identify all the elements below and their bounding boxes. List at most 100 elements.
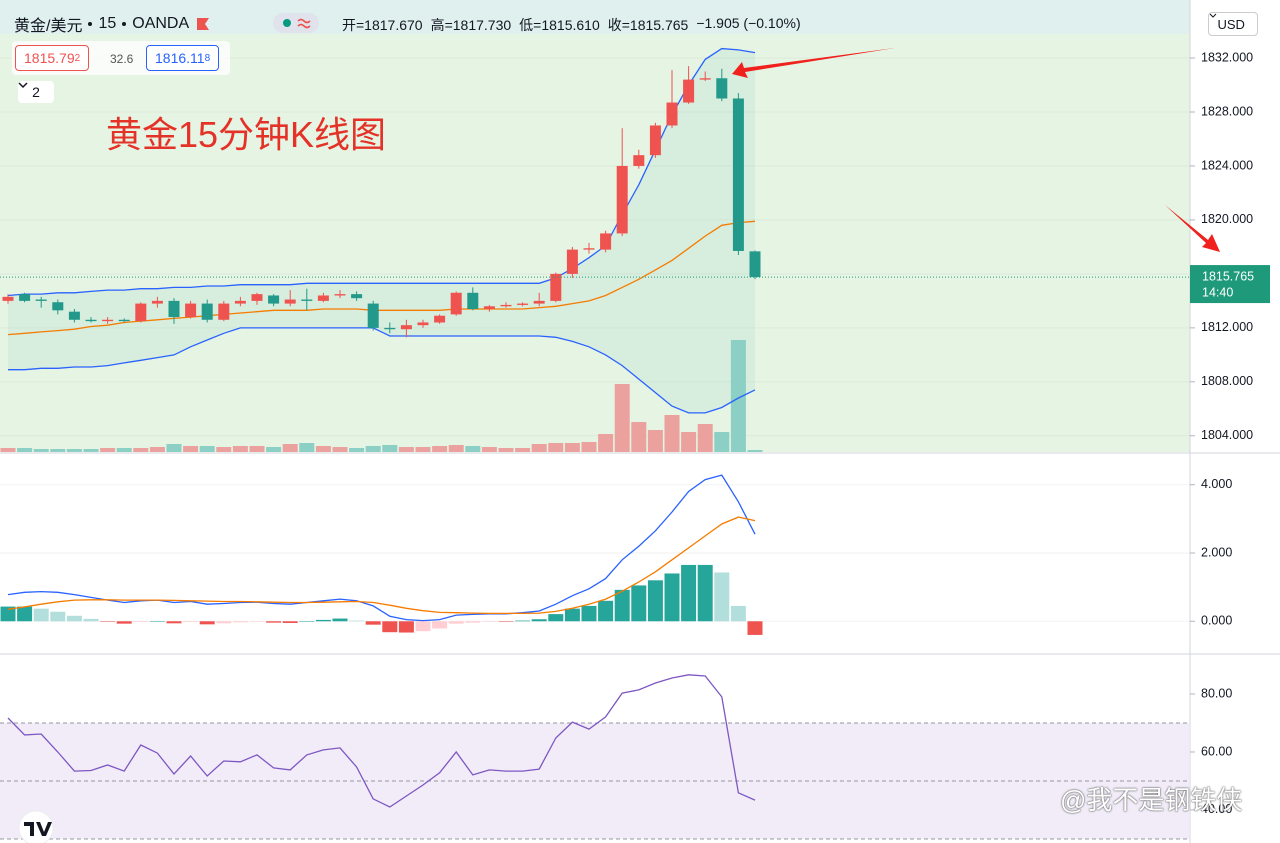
candle-body [649, 125, 661, 156]
histogram-bar [183, 621, 199, 622]
candle-body [284, 299, 296, 304]
ohlc-high: 高=1817.730 [430, 17, 512, 33]
histogram-bar [216, 621, 232, 624]
candle-body [699, 78, 711, 80]
histogram-bar [548, 614, 564, 622]
volume-bar [249, 446, 265, 452]
annotation: 黄金15分钟K线图 [106, 114, 387, 155]
y-tick-label: 0.000 [1201, 614, 1232, 628]
volume-bar [697, 424, 713, 452]
exchange: OANDA [132, 15, 190, 32]
price-panel-bg [0, 0, 1190, 452]
watermark: @我不是钢铁侠 [1060, 785, 1243, 815]
histogram-bar [349, 620, 365, 622]
volume-bar [681, 432, 697, 452]
candle-body [666, 102, 678, 126]
volume-bar [730, 340, 746, 452]
y-tick-label: 80.00 [1201, 686, 1232, 700]
volume-bar [564, 443, 580, 452]
candle-body [500, 304, 512, 307]
ohlc-legend: 开=1817.670 高=1817.730 低=1815.610 收=1815.… [342, 15, 801, 35]
candle-body [334, 294, 346, 296]
histogram-bar [50, 611, 66, 622]
collapse-button[interactable]: 2 [18, 81, 54, 103]
histogram-bar [299, 621, 315, 622]
volume-bar [581, 442, 597, 452]
arrows [732, 48, 1220, 252]
volume-bar [631, 422, 647, 452]
plot-layer: 1804.0001808.0001812.0001816.0001820.000… [0, 47, 1270, 840]
volume-bar [183, 446, 199, 452]
candle-body [633, 155, 645, 166]
histogram-bar [564, 608, 580, 622]
candle-body [2, 296, 14, 301]
volume-bar [714, 432, 730, 452]
candle-body [566, 249, 578, 274]
histogram-bar [398, 621, 414, 633]
candle-body [583, 248, 595, 250]
band-fill [8, 48, 755, 413]
volume-bar [465, 446, 481, 452]
buy-button[interactable]: 1816.11 8 [146, 45, 220, 71]
candle-body [417, 322, 429, 326]
chevron [18, 82, 28, 89]
candle-body [367, 303, 379, 328]
histogram-bar [631, 585, 647, 622]
interval[interactable]: 15 [98, 15, 117, 32]
bollinger-lower [8, 327, 756, 414]
candle-body [68, 311, 80, 320]
volume-bar [531, 444, 547, 452]
trade-panel: 1815.79 2 32.6 1816.11 8 [12, 41, 230, 75]
ohlc-change: −1.905 (−0.10%) [696, 15, 801, 31]
volume-bar [598, 434, 614, 452]
currency: USD [1217, 16, 1245, 32]
last-price-badge [1190, 265, 1270, 304]
sell-price: 1815.79 [24, 50, 75, 66]
histogram-bar [465, 621, 481, 623]
histogram-bar [382, 621, 398, 633]
y-tick-label: 1812.000 [1201, 320, 1253, 334]
candle-body [351, 294, 363, 299]
volume-bar [199, 446, 215, 452]
candle-body [600, 233, 612, 250]
buy-price-small: 8 [204, 52, 211, 64]
candle-body [151, 300, 163, 304]
candle-body [268, 295, 280, 304]
volume-bar [432, 446, 448, 452]
status-pill[interactable] [273, 13, 319, 33]
candle-body [52, 302, 64, 311]
candle-body [135, 303, 147, 322]
candle-body [168, 300, 180, 318]
last-price-label: 1815.765 [1202, 269, 1254, 283]
histogram-bar [83, 618, 99, 622]
y-tick-label: 40.00 [1201, 802, 1232, 816]
bollinger-middle [7, 220, 756, 336]
volume-bar [664, 415, 680, 452]
histogram-bar [33, 608, 49, 622]
spread: 32.6 [110, 52, 134, 66]
histogram-bar [614, 589, 630, 622]
histogram-bar [697, 564, 713, 622]
symbol[interactable]: 黄金/美元 [14, 18, 83, 35]
currency-select[interactable]: USD [1208, 12, 1258, 36]
indicator-count: 2 [32, 84, 40, 100]
histogram-bar [664, 573, 680, 622]
candle-body [201, 303, 213, 320]
candle-body [434, 315, 446, 323]
volume-bar [315, 446, 331, 452]
volume-bar [349, 448, 365, 452]
arrow [1165, 205, 1220, 252]
histogram-bar [66, 615, 82, 622]
volume-bar [365, 446, 381, 452]
y-tick-label: 1824.000 [1201, 158, 1253, 172]
candle-body [749, 251, 761, 278]
volume-bar [647, 430, 663, 452]
histogram-bar [730, 605, 746, 622]
volume-bar [614, 384, 630, 452]
y-tick-label: 2.000 [1201, 545, 1232, 559]
volume-bar [382, 445, 398, 452]
histogram-bar [149, 621, 165, 622]
candle-body [483, 306, 495, 309]
sell-button[interactable]: 1815.79 2 [15, 45, 90, 71]
